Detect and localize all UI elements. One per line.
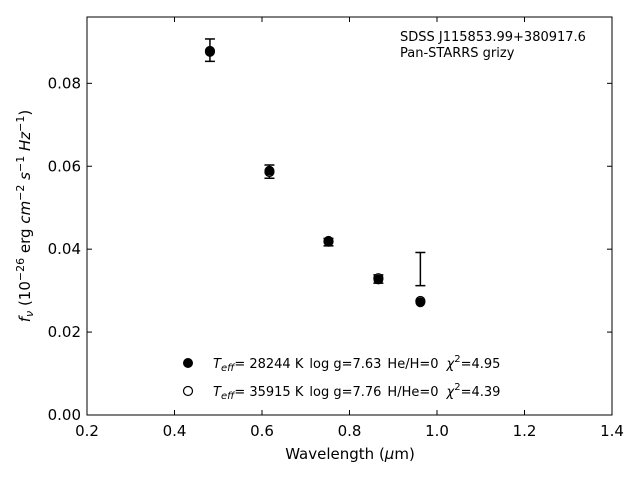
legend-teff-2: = 35915 K — [234, 385, 304, 400]
y-tick-label: 0.00 — [48, 406, 81, 424]
legend-marker-filled — [183, 358, 193, 368]
annotation-survey: Pan-STARRS grizy — [400, 46, 515, 61]
data-points — [204, 45, 426, 308]
x-tick-label: 0.4 — [163, 422, 187, 440]
legend-ratio-2: H/He=0 — [387, 385, 438, 400]
axis-ticks: 0.2 0.4 0.6 0.8 1.0 1.2 1.4 0.00 0.02 0.04 0.06 0.0… — [48, 17, 624, 440]
x-tick-label: 1.2 — [513, 422, 537, 440]
legend-logg-2: log g=7.76 — [309, 385, 381, 400]
legend-logg-1: log g=7.63 — [309, 357, 381, 372]
model-point-filled — [415, 297, 426, 308]
model-point-filled — [264, 165, 275, 176]
y-tick-label: 0.06 — [48, 157, 81, 175]
x-tick-label: 0.6 — [250, 422, 274, 440]
x-tick-label: 1.0 — [425, 422, 449, 440]
y-tick-label: 0.04 — [48, 240, 81, 258]
model-point-filled — [204, 46, 215, 57]
model-point-filled — [373, 274, 384, 285]
y-tick-label: 0.08 — [48, 74, 81, 92]
x-tick-label: 0.8 — [338, 422, 362, 440]
legend-teff-1: = 28244 K — [234, 357, 304, 372]
x-axis-label: Wavelength (μm) — [285, 445, 415, 463]
legend-marker-open — [182, 385, 194, 397]
legend-ratio-1: He/H=0 — [387, 357, 438, 372]
error-bars — [204, 38, 426, 287]
plot-frame — [86, 16, 613, 416]
legend-chi2-2: =4.39 — [461, 385, 501, 400]
legend-chi2-1: =4.95 — [461, 357, 501, 372]
x-tick-label: 0.2 — [75, 422, 99, 440]
annotation-object-name: SDSS J115853.99+380917.6 — [400, 30, 586, 45]
y-tick-label: 0.02 — [48, 323, 81, 341]
model-point-filled — [323, 235, 334, 246]
x-tick-label: 1.4 — [600, 422, 624, 440]
y-axis-label: fν (10−26 erg cm−2 s−1 Hz−1) — [14, 110, 36, 323]
error-bar — [415, 251, 426, 287]
